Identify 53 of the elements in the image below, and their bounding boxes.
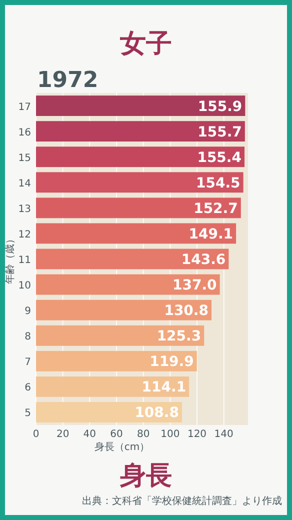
y-tick-label: 5: [24, 408, 31, 420]
text: 身長: [119, 461, 172, 491]
bar: [36, 121, 245, 142]
bar: [36, 223, 236, 244]
x-tick-label: 140: [214, 429, 234, 440]
x-tick-label: 60: [110, 429, 123, 440]
data-label: 155.9: [198, 98, 242, 115]
x-tick-label: 120: [187, 429, 207, 440]
bar: [36, 376, 190, 397]
x-tick-label: 80: [136, 429, 150, 440]
x-axis-title: 身長（cm）: [94, 441, 150, 453]
chart-subtitle: 1972: [37, 68, 98, 93]
data-label: 130.8: [164, 303, 209, 320]
bar: [36, 172, 244, 193]
chart-title: 女子: [119, 29, 172, 59]
y-tick-label: 7: [24, 357, 31, 368]
x-tick-label: 0: [32, 429, 40, 440]
data-label: 155.4: [197, 150, 242, 166]
bar: [36, 274, 220, 295]
y-tick-label: 17: [18, 102, 31, 113]
data-label: 149.1: [188, 226, 234, 242]
data-label: 108.8: [134, 405, 179, 422]
x-tick-label: 40: [83, 429, 96, 440]
y-tick-label: 9: [24, 306, 31, 318]
x-tick-label: 20: [56, 429, 70, 440]
y-tick-label: 12: [18, 229, 31, 240]
bar: [36, 96, 246, 116]
y-tick-label: 15: [18, 152, 31, 164]
data-label: 114.1: [142, 380, 186, 396]
data-label: 155.7: [198, 124, 242, 140]
bar: [36, 198, 241, 218]
data-label: 152.7: [194, 200, 238, 217]
bar: [36, 248, 229, 270]
source-note: 出典：文科省「学校保健統計調査」より作成: [82, 495, 282, 507]
x-tick-label: 100: [160, 429, 180, 440]
y-tick-label: 13: [18, 204, 31, 215]
data-label: 125.3: [156, 328, 202, 345]
bar: [36, 146, 245, 168]
y-tick-label: 14: [18, 178, 31, 190]
bar: [36, 300, 212, 320]
y-tick-label: 16: [18, 127, 31, 138]
bar: [36, 350, 197, 372]
bar: [36, 325, 204, 346]
data-label: 137.0: [172, 278, 218, 294]
y-tick-label: 6: [24, 382, 31, 394]
bar: [36, 402, 182, 422]
y-tick-label: 10: [18, 280, 31, 292]
data-label: 143.6: [181, 252, 226, 268]
data-label: 119.9: [150, 354, 194, 370]
y-tick-label: 11: [18, 255, 31, 266]
data-label: 154.5: [196, 175, 240, 192]
y-axis-title: 年齢（歳）: [4, 234, 16, 284]
y-tick-label: 8: [24, 332, 31, 343]
